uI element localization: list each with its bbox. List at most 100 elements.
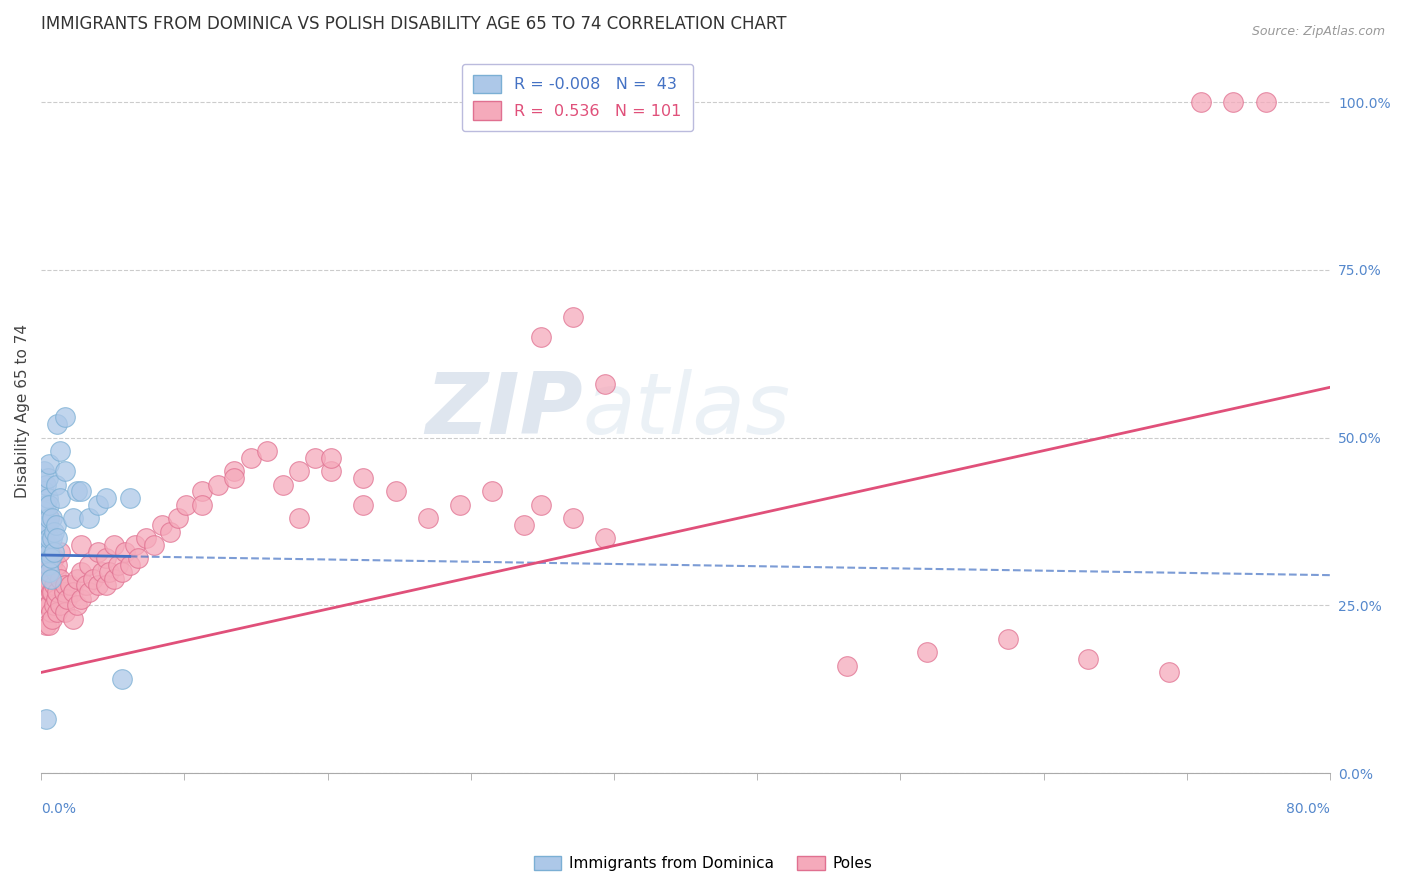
Point bbox=[304, 450, 326, 465]
Point bbox=[49, 572, 72, 586]
Point bbox=[39, 585, 62, 599]
Point bbox=[39, 572, 62, 586]
Point bbox=[118, 491, 141, 505]
Point bbox=[65, 572, 87, 586]
Point bbox=[38, 538, 60, 552]
Point bbox=[34, 504, 56, 518]
Text: 80.0%: 80.0% bbox=[1286, 802, 1330, 816]
Point bbox=[127, 551, 149, 566]
Point bbox=[49, 491, 72, 505]
Point bbox=[65, 484, 87, 499]
Point bbox=[35, 498, 58, 512]
Point bbox=[39, 551, 62, 566]
Point bbox=[70, 484, 93, 499]
Point bbox=[135, 531, 157, 545]
Point bbox=[37, 558, 59, 573]
Point bbox=[593, 531, 616, 545]
Point bbox=[513, 517, 536, 532]
Point bbox=[142, 538, 165, 552]
Point bbox=[38, 511, 60, 525]
Point bbox=[56, 591, 79, 606]
Point bbox=[94, 551, 117, 566]
Point bbox=[107, 558, 129, 573]
Point bbox=[103, 538, 125, 552]
Point bbox=[45, 565, 67, 579]
Point bbox=[37, 572, 59, 586]
Point bbox=[46, 605, 69, 619]
Point bbox=[288, 464, 311, 478]
Point bbox=[449, 498, 471, 512]
Point bbox=[224, 464, 246, 478]
Point bbox=[38, 618, 60, 632]
Point bbox=[45, 517, 67, 532]
Point bbox=[561, 310, 583, 324]
Point bbox=[224, 471, 246, 485]
Point bbox=[239, 450, 262, 465]
Point bbox=[37, 538, 59, 552]
Point bbox=[150, 517, 173, 532]
Point bbox=[352, 471, 374, 485]
Point bbox=[38, 565, 60, 579]
Point bbox=[41, 585, 63, 599]
Point bbox=[835, 658, 858, 673]
Point bbox=[34, 551, 56, 566]
Point bbox=[38, 458, 60, 472]
Point bbox=[41, 531, 63, 545]
Point bbox=[53, 605, 76, 619]
Point bbox=[70, 538, 93, 552]
Point bbox=[111, 565, 134, 579]
Point bbox=[49, 444, 72, 458]
Point bbox=[288, 511, 311, 525]
Point bbox=[49, 544, 72, 558]
Point bbox=[34, 544, 56, 558]
Point bbox=[42, 599, 65, 613]
Point bbox=[1254, 95, 1277, 109]
Point bbox=[46, 558, 69, 573]
Text: Source: ZipAtlas.com: Source: ZipAtlas.com bbox=[1251, 25, 1385, 38]
Text: ZIP: ZIP bbox=[425, 369, 582, 452]
Point bbox=[41, 612, 63, 626]
Point bbox=[65, 599, 87, 613]
Point bbox=[86, 498, 108, 512]
Point bbox=[75, 578, 97, 592]
Point bbox=[42, 544, 65, 558]
Point bbox=[34, 524, 56, 539]
Point bbox=[1077, 652, 1099, 666]
Point bbox=[45, 591, 67, 606]
Point bbox=[42, 578, 65, 592]
Point bbox=[256, 444, 278, 458]
Point bbox=[37, 599, 59, 613]
Point bbox=[321, 464, 343, 478]
Point bbox=[271, 477, 294, 491]
Point bbox=[997, 632, 1019, 646]
Point bbox=[529, 330, 551, 344]
Point bbox=[118, 558, 141, 573]
Legend: R = -0.008   N =  43, R =  0.536   N = 101: R = -0.008 N = 43, R = 0.536 N = 101 bbox=[461, 63, 693, 131]
Point bbox=[34, 484, 56, 499]
Legend: Immigrants from Dominica, Poles: Immigrants from Dominica, Poles bbox=[527, 850, 879, 877]
Point bbox=[159, 524, 181, 539]
Point bbox=[59, 578, 82, 592]
Point bbox=[38, 599, 60, 613]
Text: atlas: atlas bbox=[582, 369, 790, 452]
Point bbox=[41, 511, 63, 525]
Point bbox=[35, 618, 58, 632]
Point bbox=[97, 565, 120, 579]
Point bbox=[46, 417, 69, 432]
Point bbox=[91, 565, 114, 579]
Point bbox=[62, 511, 84, 525]
Point bbox=[34, 464, 56, 478]
Point bbox=[191, 498, 214, 512]
Point bbox=[35, 477, 58, 491]
Point bbox=[53, 578, 76, 592]
Point bbox=[79, 585, 101, 599]
Point bbox=[352, 498, 374, 512]
Point bbox=[79, 558, 101, 573]
Point bbox=[45, 477, 67, 491]
Point bbox=[1157, 665, 1180, 680]
Point bbox=[35, 591, 58, 606]
Point bbox=[384, 484, 406, 499]
Point bbox=[49, 599, 72, 613]
Point bbox=[529, 498, 551, 512]
Point bbox=[1222, 95, 1244, 109]
